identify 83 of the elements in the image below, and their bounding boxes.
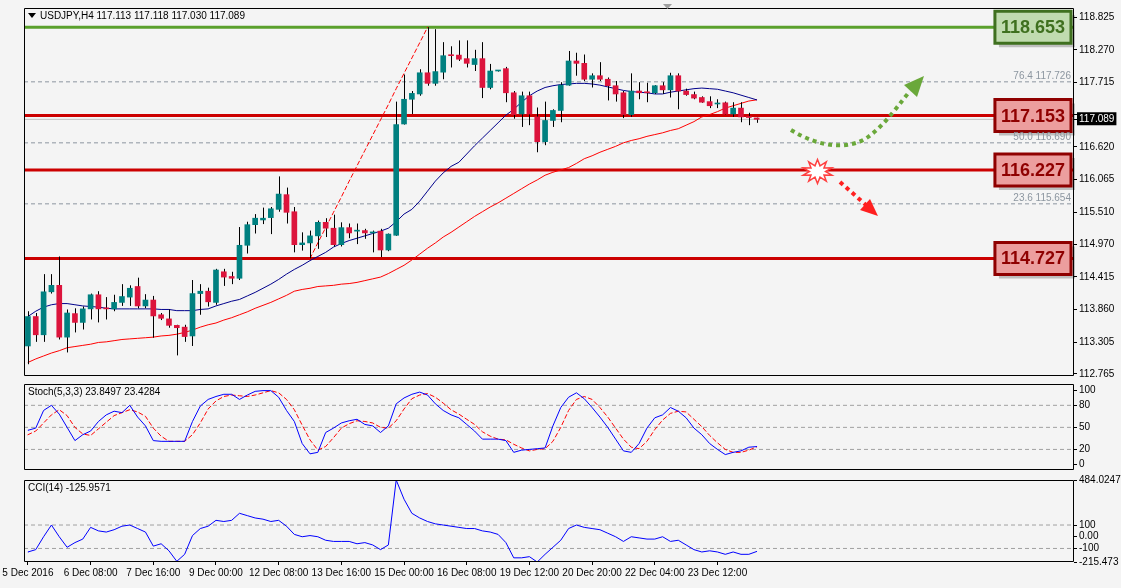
- ref-line-label: 116.227: [1000, 160, 1065, 181]
- candlestick: [72, 307, 78, 333]
- candlestick: [166, 308, 172, 329]
- chart-title: CCI(14) -125.9571: [28, 481, 112, 493]
- candlestick: [581, 54, 588, 82]
- candlestick: [150, 295, 157, 339]
- candlestick: [604, 76, 611, 101]
- y-tick-label: 100: [1079, 384, 1097, 396]
- candlestick: [542, 101, 548, 146]
- ref-line-label: 76.4 117.726: [1013, 69, 1072, 81]
- ref-line-label: 114.727: [1000, 248, 1065, 269]
- candlestick: [440, 41, 447, 80]
- candlestick: [283, 187, 290, 224]
- ref-line-label: 50.0 116.690: [1013, 130, 1072, 142]
- candlestick: [322, 217, 329, 238]
- candlestick: [448, 45, 454, 68]
- y-tick-label: 116.620: [1079, 140, 1115, 152]
- y-tick-label: 113.860: [1079, 303, 1115, 315]
- y-tick-label: 112.765: [1079, 367, 1115, 379]
- y-tick-label: 114.970: [1079, 237, 1115, 249]
- y-tick-label: 20: [1079, 443, 1091, 455]
- x-tick-label: 19 Dec 12:00: [499, 566, 560, 578]
- y-tick-label: 115.510: [1079, 206, 1115, 218]
- y-tick-label: 113.305: [1079, 335, 1115, 347]
- ref-line-label: 23.6 115.654: [1013, 191, 1072, 203]
- candlestick: [338, 221, 345, 247]
- y-tick-label: 116.065: [1079, 173, 1115, 185]
- candlestick: [487, 63, 494, 90]
- y-tick-label: 114.415: [1079, 270, 1115, 282]
- y-tick-label: 0: [1079, 457, 1085, 469]
- x-tick-label: 12 Dec 08:00: [248, 566, 309, 578]
- y-tick-label: 80: [1079, 399, 1091, 411]
- candlestick: [173, 324, 180, 356]
- y-tick-label: 484.0247: [1079, 473, 1121, 485]
- candlestick: [126, 284, 133, 307]
- y-tick-label: 118.825: [1079, 10, 1115, 22]
- candlestick: [416, 68, 423, 97]
- y-tick-label: 100: [1079, 518, 1097, 530]
- chart-title: USDJPY,H4 117.113 117.118 117.030 117.089: [40, 9, 246, 21]
- x-tick-label: 20 Dec 20:00: [562, 566, 623, 578]
- candlestick: [456, 39, 462, 62]
- candlestick: [205, 287, 211, 308]
- candlestick: [119, 283, 125, 307]
- chart-title: Stoch(5,3,3) 23.8497 23.4284: [28, 385, 161, 397]
- candlestick: [79, 306, 86, 330]
- y-tick-label: -215.473: [1079, 555, 1119, 567]
- y-tick-label: 117.715: [1079, 76, 1115, 88]
- ref-line-label: 117.153: [1000, 105, 1065, 126]
- x-tick-label: 15 Dec 00:00: [374, 566, 435, 578]
- candlestick: [644, 82, 650, 103]
- candlestick: [463, 39, 470, 68]
- candlestick: [471, 49, 478, 72]
- candlestick: [597, 61, 603, 82]
- x-tick-label: 6 Dec 08:00: [63, 566, 118, 578]
- y-tick-label: 0.00: [1079, 530, 1099, 542]
- candlestick: [197, 283, 204, 316]
- candlestick: [409, 90, 415, 115]
- candlestick: [620, 90, 627, 119]
- candlestick: [675, 72, 682, 110]
- candlestick: [32, 312, 39, 343]
- candlestick: [268, 206, 274, 235]
- x-tick-label: 23 Dec 12:00: [687, 566, 748, 578]
- line-series: [309, 26, 429, 259]
- ref-line-label: 118.653: [1000, 17, 1065, 38]
- y-tick-label: 118.270: [1079, 43, 1115, 55]
- candlestick: [432, 28, 439, 87]
- x-tick-label: 5 Dec 2016: [2, 566, 54, 578]
- candlestick: [424, 26, 431, 87]
- candlestick: [738, 101, 744, 123]
- candlestick: [315, 220, 321, 250]
- x-tick-label: 7 Dec 16:00: [126, 566, 181, 578]
- candlestick: [510, 90, 517, 120]
- candlestick: [252, 213, 258, 235]
- y-tick-label: -100: [1079, 542, 1100, 554]
- x-tick-label: 16 Dec 08:00: [436, 566, 497, 578]
- candlestick: [307, 230, 313, 259]
- candlestick: [612, 80, 619, 103]
- x-tick-label: 13 Dec 16:00: [311, 566, 372, 578]
- y-tick-label: 50: [1079, 421, 1091, 433]
- x-tick-label: 9 Dec 00:00: [189, 566, 244, 578]
- candlestick: [244, 221, 251, 255]
- x-tick-label: 22 Dec 04:00: [625, 566, 685, 578]
- y-tick-label: 117.089: [1079, 113, 1115, 125]
